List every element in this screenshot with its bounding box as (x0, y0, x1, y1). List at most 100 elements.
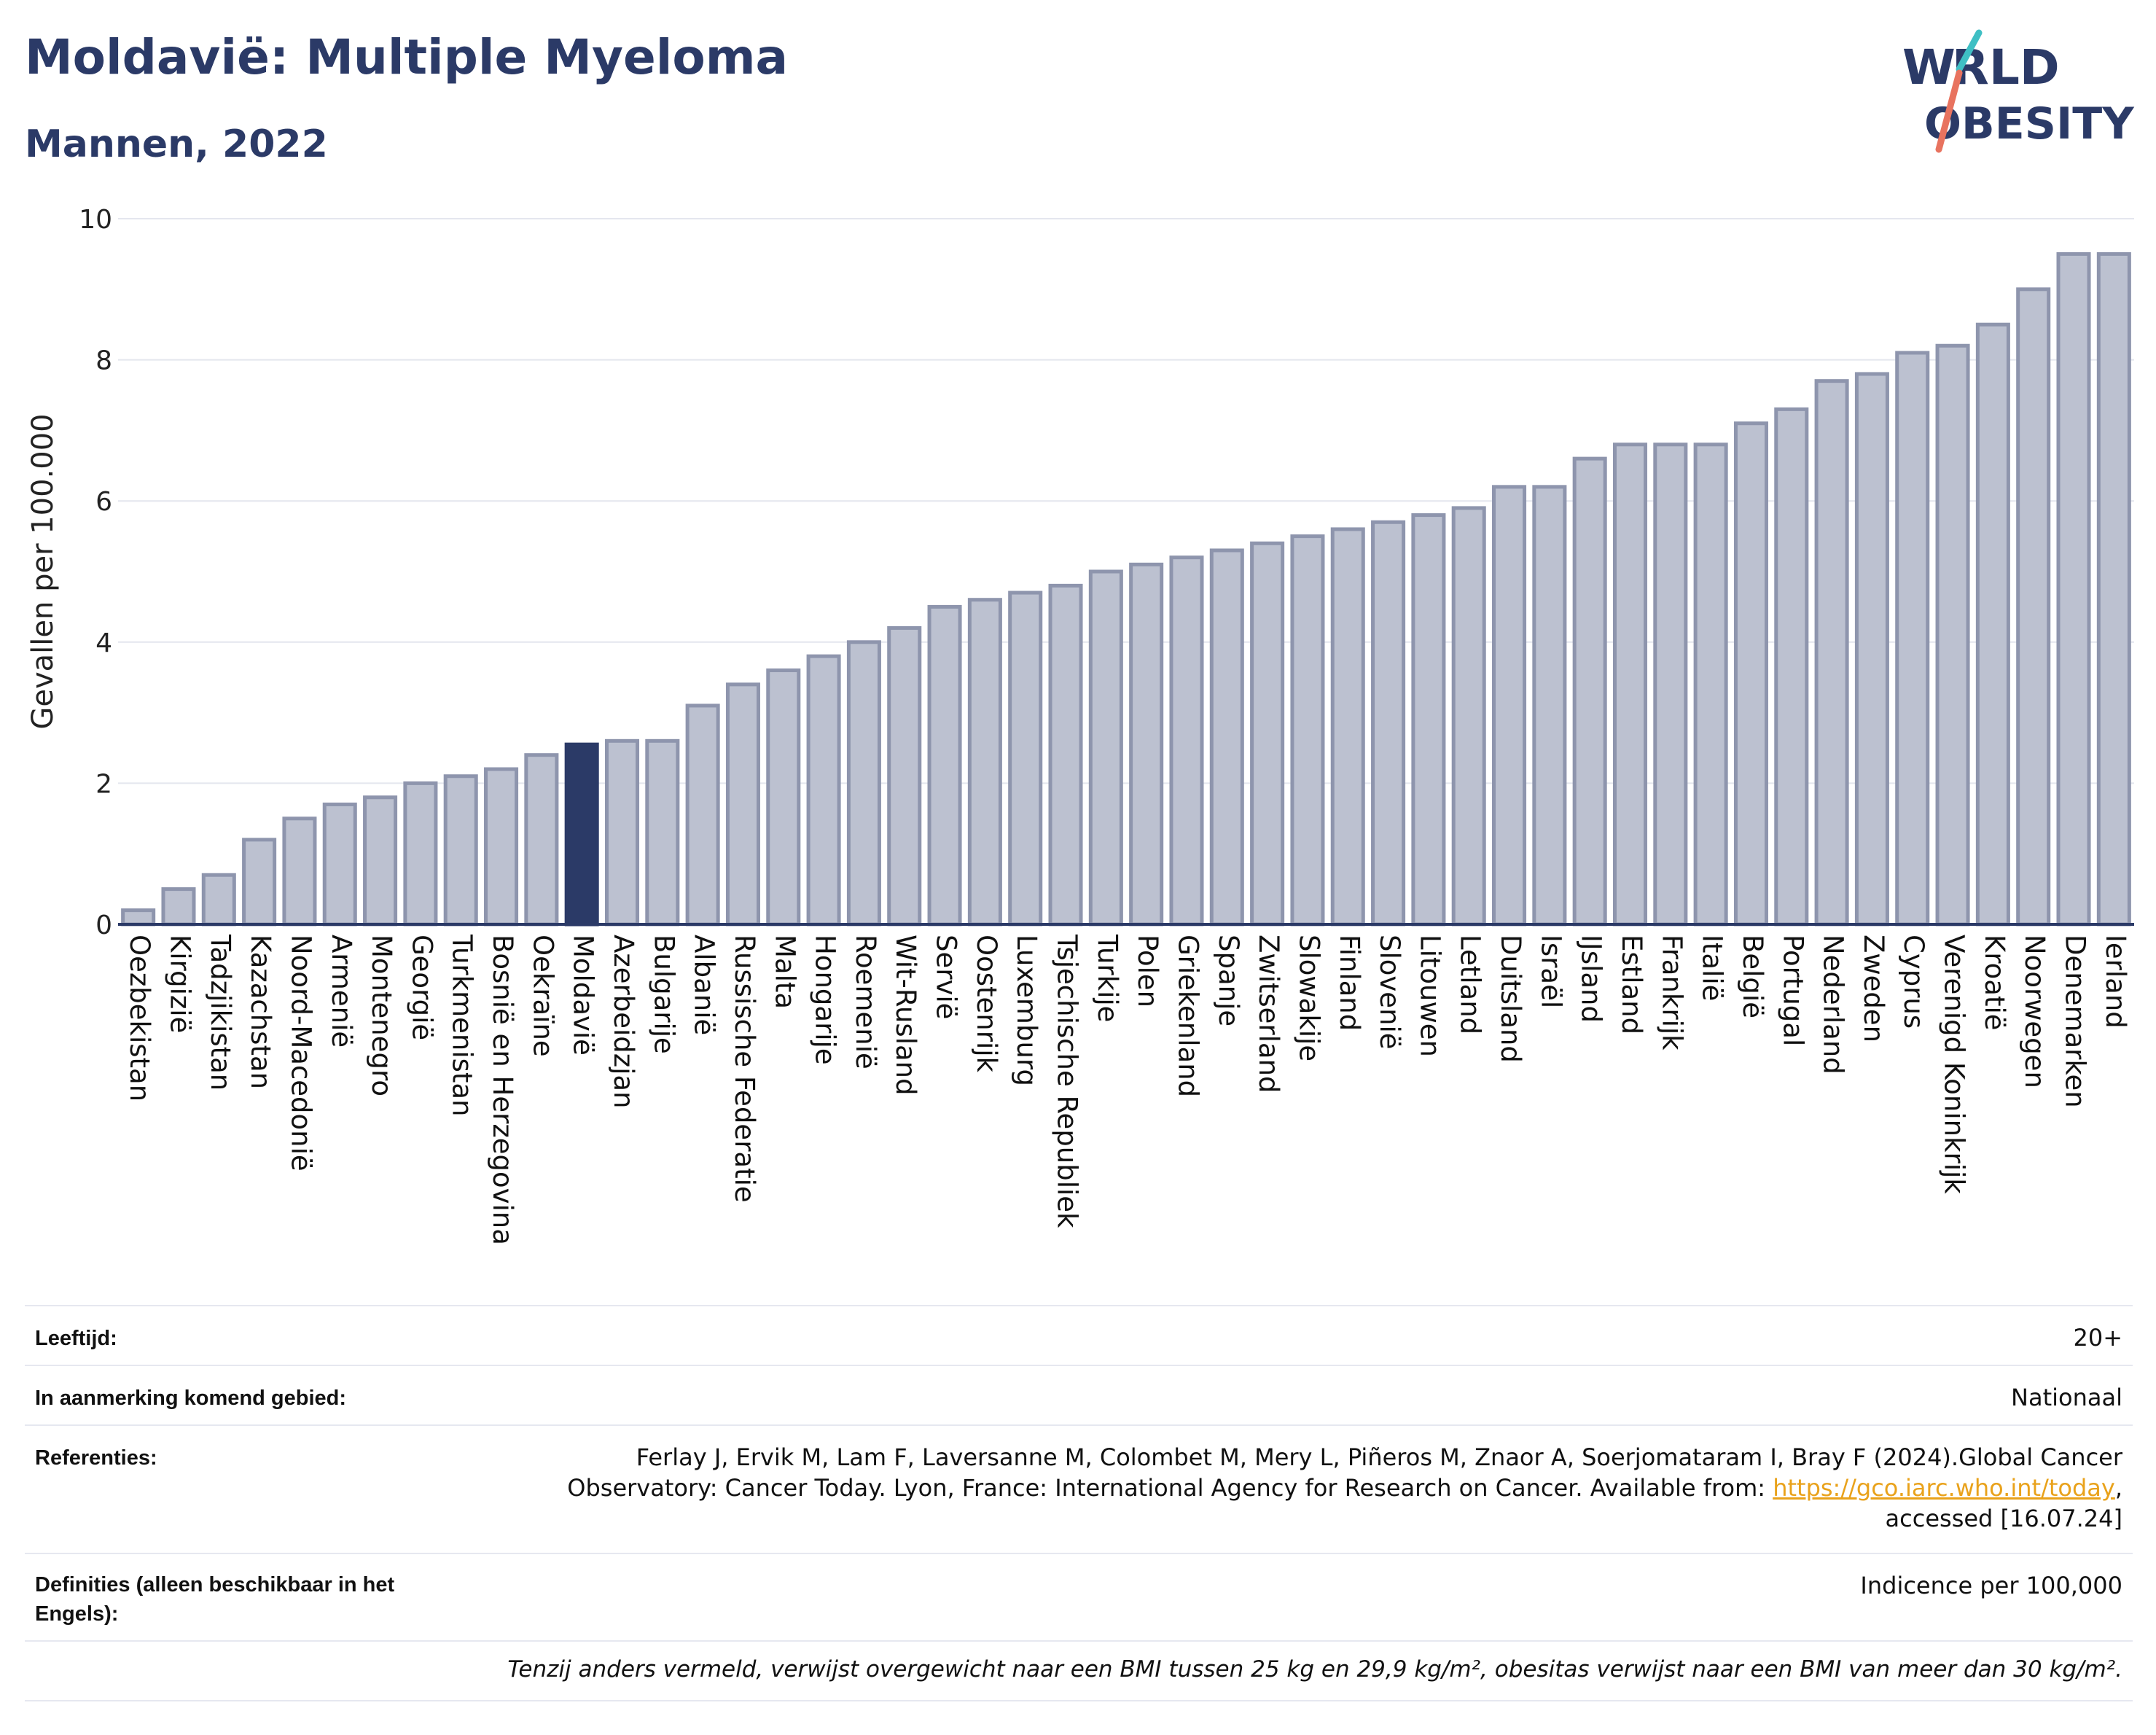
x-tick-label: Litouwen (1414, 935, 1445, 1057)
x-tick-label: Slowakije (1293, 935, 1324, 1061)
x-tick-label: Turkije (1092, 934, 1123, 1022)
x-tick-label: Ierland (2100, 935, 2131, 1029)
bar (967, 598, 1002, 927)
info-row-definitions: Definities (alleen beschikbaar in het En… (25, 1553, 2133, 1642)
bar (1612, 442, 1648, 927)
divider (25, 1700, 2133, 1701)
x-tick-label: Roemenië (850, 935, 881, 1069)
bar (282, 816, 317, 927)
bar (403, 781, 438, 927)
x-tick-label: Estland (1616, 935, 1647, 1034)
x-tick-label: Kroatië (1979, 935, 2010, 1031)
definitions-value: Indicence per 100,000 (1860, 1572, 2122, 1599)
y-tick-label: 10 (79, 205, 112, 235)
svg-text:W: W (1902, 39, 1956, 95)
bar (1854, 372, 1889, 927)
bar (1895, 351, 1930, 927)
references-value: Ferlay J, Ervik M, Lam F, Laversanne M, … (567, 1442, 2122, 1534)
definitions-label: Definities (alleen beschikbaar in het En… (35, 1570, 394, 1629)
bar (1814, 379, 1849, 927)
x-tick-label: Italië (1697, 935, 1728, 1001)
y-tick-label: 8 (95, 346, 112, 376)
x-tick-label: Oezbekistan (124, 935, 155, 1102)
area-value: Nationaal (2011, 1384, 2122, 1411)
x-tick-label: Armenië (326, 935, 357, 1048)
x-tick-label: Noorwegen (2019, 935, 2050, 1088)
info-row-area: In aanmerking komend gebied: Nationaal (25, 1365, 2133, 1426)
x-tick-label: Bosnië en Herzegovina (487, 935, 518, 1245)
x-tick-label: Verenigd Koninkrijk (1939, 935, 1970, 1194)
bar (524, 753, 559, 927)
info-row-references: Referenties: Ferlay J, Ervik M, Lam F, L… (25, 1424, 2133, 1554)
svg-text:OBESITY: OBESITY (1924, 98, 2135, 149)
bar (1451, 506, 1486, 927)
x-tick-label: Moldavië (568, 935, 599, 1056)
bar (1774, 407, 1809, 927)
bar (1935, 343, 1970, 927)
x-tick-label: Wit-Rusland (890, 935, 921, 1096)
x-tick-label: Servië (931, 935, 962, 1019)
bar (645, 738, 680, 927)
references-line-3: accessed [16.07.24] (1885, 1505, 2122, 1532)
references-link[interactable]: https://gco.iarc.who.int/today (1773, 1474, 2115, 1502)
bar (1088, 569, 1123, 927)
bar (1733, 421, 1768, 927)
bar-chart: 0 2 4 6 8 10 Gevallen per 100.000 Oezbekistan Ki… (26, 205, 2134, 1245)
bar (887, 625, 922, 927)
x-tick-label: Montenegro (366, 935, 397, 1096)
bar (685, 703, 720, 927)
x-tick-label: Zweden (1858, 935, 1889, 1042)
y-axis-label: Gevallen per 100.000 (26, 413, 60, 729)
x-tick-label: Nederland (1818, 935, 1849, 1075)
bar (1209, 548, 1244, 927)
bar (725, 682, 760, 927)
y-tick-label: 6 (95, 487, 112, 517)
bar (2016, 287, 2051, 927)
bar (1169, 555, 1204, 927)
bar (1975, 322, 2010, 927)
bar (1008, 590, 1043, 927)
x-tick-label: Denemarken (2060, 935, 2091, 1108)
x-tick-label: Spanje (1213, 935, 1244, 1026)
x-tick-label: Polen (1132, 935, 1163, 1007)
x-tick-label: Oostenrijk (971, 935, 1002, 1073)
references-line-1: Ferlay J, Ervik M, Lam F, Laversanne M, … (636, 1443, 2122, 1471)
bar (1330, 527, 1365, 927)
x-tick-label: Tsjechische Republiek (1052, 934, 1083, 1228)
bar (484, 767, 519, 927)
bar (1129, 562, 1164, 927)
x-tick-label: Kazachstan (245, 935, 276, 1089)
bar (1572, 456, 1607, 927)
x-tick-label: IJsland (1576, 935, 1607, 1023)
x-tick-label: Noord-Macedonië (285, 935, 316, 1171)
x-tick-label: België (1737, 935, 1768, 1018)
bar (1411, 513, 1446, 927)
x-tick-label: Griekenland (1172, 935, 1203, 1097)
x-tick-label: Hongarije (810, 935, 841, 1065)
bar (2096, 252, 2131, 927)
page-subtitle: Mannen, 2022 (25, 122, 328, 166)
x-tick-label: Luxemburg (1011, 935, 1042, 1086)
bar (1250, 541, 1285, 927)
page-title: Moldavië: Multiple Myeloma (25, 29, 789, 85)
bar (322, 802, 357, 927)
age-value: 20+ (2073, 1324, 2122, 1352)
bar (161, 887, 196, 927)
world-obesity-logo: W RLD OBESITY (1902, 29, 2135, 153)
x-tick-label: Georgië (406, 935, 437, 1040)
x-tick-label: Malta (769, 935, 800, 1009)
x-tick-label: Frankrijk (1656, 935, 1687, 1050)
bar (2056, 252, 2091, 927)
x-tick-label: Oekraïne (527, 935, 558, 1057)
bar (1492, 485, 1527, 927)
x-tick-label: Finland (1334, 935, 1365, 1031)
divider (25, 1640, 2133, 1642)
bar (806, 654, 841, 927)
x-tick-label: Slovenië (1374, 935, 1405, 1050)
bar (1653, 442, 1688, 927)
age-label: Leeftijd: (35, 1327, 117, 1350)
x-tick-label: Albanië (689, 935, 720, 1035)
bar (363, 795, 398, 927)
info-row-age: Leeftijd: 20+ (25, 1305, 2133, 1366)
bar (121, 908, 156, 927)
